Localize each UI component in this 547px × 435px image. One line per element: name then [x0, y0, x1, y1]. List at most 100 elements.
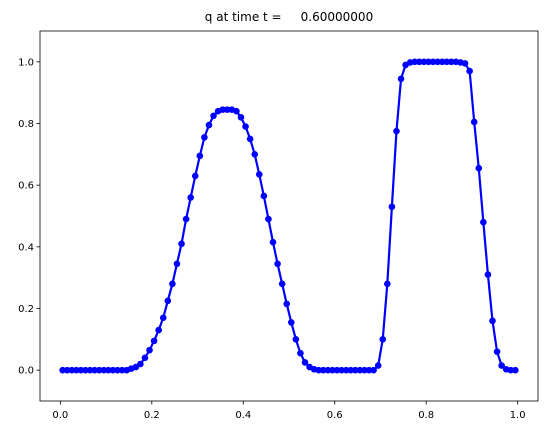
point	[493, 348, 501, 355]
point	[297, 349, 304, 357]
point	[274, 260, 281, 268]
point	[191, 172, 199, 180]
point	[118, 366, 126, 374]
point	[260, 192, 268, 200]
point	[352, 366, 359, 374]
point	[319, 366, 327, 374]
x-tick-label: 0.8	[418, 410, 434, 421]
point	[420, 58, 428, 66]
point	[507, 366, 515, 374]
point	[397, 75, 405, 83]
x-tick-label: 0.6	[327, 410, 343, 421]
point	[196, 152, 204, 160]
point	[384, 280, 391, 288]
chart-title: q at time t = 0.60000000	[205, 10, 373, 24]
point	[329, 366, 336, 374]
point	[388, 203, 396, 211]
point	[219, 106, 226, 113]
point	[475, 164, 483, 172]
point	[283, 300, 291, 308]
point	[370, 366, 377, 374]
point	[164, 297, 172, 305]
point	[169, 280, 176, 288]
point	[434, 58, 441, 66]
point	[342, 366, 350, 374]
point	[100, 366, 108, 374]
point	[233, 107, 240, 115]
point	[393, 127, 400, 135]
point	[411, 58, 419, 66]
plot-frame	[39, 30, 539, 402]
point	[187, 194, 194, 201]
x-tick-label: 0.0	[52, 410, 68, 421]
point	[155, 326, 162, 334]
point	[356, 366, 364, 374]
x-tick-label: 0.4	[235, 410, 251, 421]
point	[95, 366, 103, 374]
point	[416, 58, 423, 66]
point	[251, 151, 259, 158]
point	[333, 366, 341, 374]
point	[269, 238, 277, 246]
point	[141, 354, 149, 362]
point	[287, 319, 295, 326]
y-tick-label: 0.8	[18, 119, 34, 130]
point	[338, 366, 345, 374]
y-tick-label: 0.2	[18, 304, 34, 315]
x-tick-label: 1.0	[510, 410, 526, 421]
point	[201, 134, 208, 141]
point	[347, 366, 355, 374]
point	[178, 240, 185, 248]
point	[265, 215, 272, 223]
point	[361, 366, 368, 374]
point	[173, 260, 181, 268]
point	[77, 366, 85, 374]
point	[91, 366, 98, 374]
y-tick-label: 1.0	[18, 57, 34, 68]
point	[86, 366, 94, 374]
point	[324, 366, 332, 374]
point	[137, 360, 144, 368]
point	[448, 58, 455, 66]
y-tick-label: 0.0	[18, 366, 34, 377]
point	[470, 118, 478, 126]
point	[246, 135, 254, 143]
point	[379, 336, 387, 343]
point	[278, 280, 286, 288]
point	[438, 58, 446, 66]
point	[489, 317, 496, 325]
point	[205, 121, 213, 129]
point	[109, 366, 117, 374]
point	[105, 366, 112, 374]
point	[68, 366, 76, 374]
point	[182, 215, 190, 223]
point	[480, 218, 487, 226]
point	[301, 359, 309, 366]
point	[73, 366, 80, 374]
point	[425, 58, 432, 66]
point	[315, 366, 323, 374]
point	[242, 123, 249, 130]
point	[484, 271, 492, 278]
y-tick-label: 0.6	[18, 181, 34, 192]
y-tick-label: 0.4	[18, 242, 34, 253]
point	[365, 366, 373, 374]
point	[512, 366, 519, 374]
point	[59, 366, 66, 374]
point	[466, 67, 473, 75]
point	[255, 171, 263, 178]
point	[292, 336, 300, 343]
point	[429, 58, 437, 66]
point	[223, 106, 231, 113]
point	[114, 366, 121, 374]
point	[63, 366, 71, 374]
point	[237, 114, 245, 121]
point	[443, 58, 451, 66]
point	[159, 314, 167, 322]
point	[82, 366, 89, 374]
point	[498, 362, 505, 369]
point	[146, 346, 153, 354]
point	[150, 337, 158, 345]
x-tick-label: 0.2	[144, 410, 160, 421]
